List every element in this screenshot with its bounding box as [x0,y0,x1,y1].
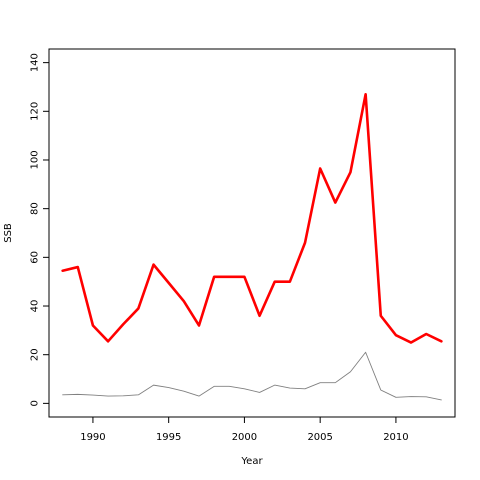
x-tick-label: 2005 [307,432,332,443]
x-tick-label: 2000 [232,432,257,443]
y-tick-label: 0 [30,400,41,406]
series-line-primary [61,92,443,344]
y-tick-label: 60 [30,251,41,264]
y-tick-label: 20 [30,348,41,361]
y-axis-title: SSB [3,223,14,243]
y-tick-label: 100 [30,150,41,169]
series-layer [61,92,443,401]
y-tick-label: 80 [30,202,41,215]
series-line-secondary [62,351,442,401]
y-tick-label: 40 [30,300,41,313]
y-tick-label: 140 [30,53,41,72]
x-axis-title: Year [240,456,263,467]
x-tick-label: 1995 [156,432,181,443]
x-tick-label: 2010 [383,432,408,443]
x-axis: 1990 1995 2000 2005 2010 [80,417,409,443]
y-axis: 0 20 40 60 80 100 120 140 [30,53,49,407]
x-tick-label: 1990 [80,432,105,443]
y-tick-label: 120 [30,102,41,121]
plot-frame [48,48,456,418]
